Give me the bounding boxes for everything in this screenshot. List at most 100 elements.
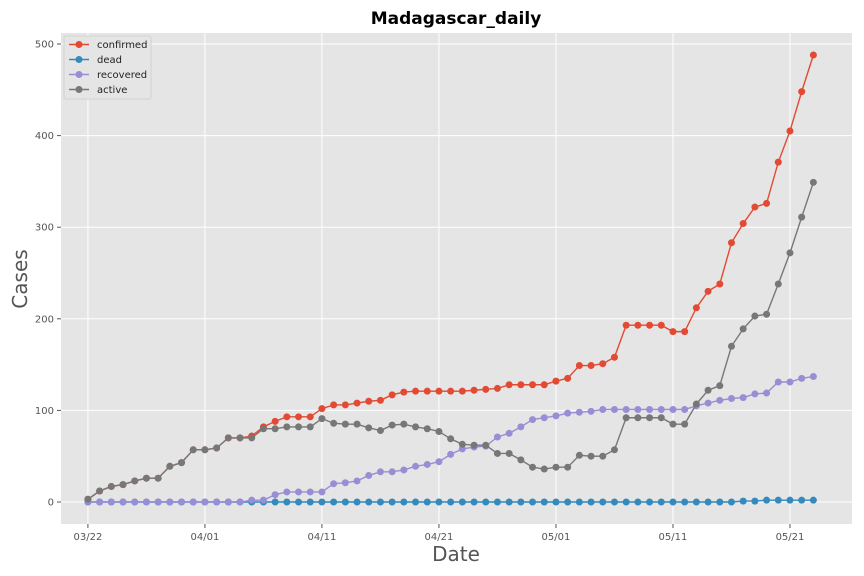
data-point-recovered xyxy=(318,488,326,496)
data-point-dead xyxy=(295,498,303,506)
data-point-active xyxy=(493,449,501,457)
x-tick-label: 05/01 xyxy=(542,532,571,543)
data-point-active xyxy=(248,434,256,442)
data-point-dead xyxy=(622,498,630,506)
data-point-recovered xyxy=(435,458,443,466)
series-recovered xyxy=(84,373,817,506)
data-point-confirmed xyxy=(751,203,759,211)
data-point-active xyxy=(763,310,771,318)
legend-marker-recovered xyxy=(75,71,83,78)
data-point-dead xyxy=(681,498,689,506)
data-point-dead xyxy=(341,498,349,506)
data-point-active xyxy=(540,465,548,473)
data-point-recovered xyxy=(213,498,221,506)
data-point-confirmed xyxy=(330,401,338,409)
data-point-active xyxy=(283,423,291,431)
data-point-recovered xyxy=(564,409,572,417)
data-point-active xyxy=(154,474,162,482)
data-point-recovered xyxy=(622,405,630,413)
legend-label-recovered: recovered xyxy=(97,70,147,81)
data-point-recovered xyxy=(704,399,712,407)
data-point-dead xyxy=(564,498,572,506)
data-point-recovered xyxy=(540,414,548,422)
data-point-dead xyxy=(646,498,654,506)
chart-title: Madagascar_daily xyxy=(371,9,542,29)
data-point-active xyxy=(400,420,408,428)
data-point-dead xyxy=(774,496,782,504)
data-point-dead xyxy=(727,498,735,506)
x-tick-label: 05/21 xyxy=(776,532,805,543)
data-point-recovered xyxy=(763,389,771,397)
data-point-active xyxy=(330,419,338,427)
data-point-recovered xyxy=(353,477,361,485)
data-point-confirmed xyxy=(447,387,455,395)
data-point-recovered xyxy=(786,378,794,386)
data-point-confirmed xyxy=(412,387,420,395)
data-point-recovered xyxy=(634,405,642,413)
data-point-active xyxy=(236,434,244,442)
data-point-recovered xyxy=(166,498,174,506)
data-point-confirmed xyxy=(669,328,677,336)
data-point-confirmed xyxy=(540,381,548,389)
data-point-active xyxy=(587,452,595,460)
data-point-recovered xyxy=(236,498,244,506)
data-point-active xyxy=(610,446,618,454)
data-point-recovered xyxy=(610,405,618,413)
data-point-dead xyxy=(400,498,408,506)
data-point-dead xyxy=(353,498,361,506)
data-point-confirmed xyxy=(470,386,478,394)
data-point-recovered xyxy=(306,488,314,496)
data-point-recovered xyxy=(809,373,817,381)
legend-marker-active xyxy=(75,86,83,93)
x-tick-label: 03/22 xyxy=(73,532,102,543)
data-point-confirmed xyxy=(681,328,689,336)
y-tick-label: 200 xyxy=(35,314,54,325)
data-point-dead xyxy=(505,498,513,506)
x-tick-label: 04/01 xyxy=(191,532,220,543)
data-point-active xyxy=(388,421,396,429)
data-point-dead xyxy=(798,496,806,504)
data-point-confirmed xyxy=(295,413,303,421)
data-point-dead xyxy=(318,498,326,506)
data-point-recovered xyxy=(189,498,197,506)
data-point-recovered xyxy=(376,468,384,476)
data-point-confirmed xyxy=(353,399,361,407)
y-tick-label: 100 xyxy=(35,406,54,417)
data-point-recovered xyxy=(271,491,279,499)
data-point-dead xyxy=(692,498,700,506)
data-point-dead xyxy=(552,498,560,506)
data-point-dead xyxy=(435,498,443,506)
data-point-dead xyxy=(599,498,607,506)
data-point-active xyxy=(213,444,221,452)
legend-marker-dead xyxy=(75,56,83,63)
data-point-recovered xyxy=(739,394,747,402)
data-point-confirmed xyxy=(318,405,326,413)
data-point-active xyxy=(131,477,139,485)
data-point-active xyxy=(646,414,654,422)
data-point-confirmed xyxy=(400,388,408,396)
data-point-recovered xyxy=(505,429,513,437)
data-point-recovered xyxy=(96,498,104,506)
y-tick-label: 0 xyxy=(48,498,54,509)
data-point-recovered xyxy=(774,378,782,386)
data-point-active xyxy=(295,423,303,431)
legend-box xyxy=(63,35,152,100)
data-point-recovered xyxy=(517,423,525,431)
data-point-active xyxy=(353,420,361,428)
data-point-active xyxy=(84,495,92,503)
data-point-dead xyxy=(447,498,455,506)
data-point-confirmed xyxy=(610,353,618,361)
data-point-dead xyxy=(540,498,548,506)
data-point-dead xyxy=(634,498,642,506)
data-point-confirmed xyxy=(306,413,314,421)
data-point-dead xyxy=(529,498,537,506)
data-point-confirmed xyxy=(493,384,501,392)
data-point-active xyxy=(178,459,186,467)
data-point-active xyxy=(271,425,279,433)
data-point-dead xyxy=(376,498,384,506)
data-point-active xyxy=(681,420,689,428)
data-point-dead xyxy=(423,498,431,506)
data-point-confirmed xyxy=(763,199,771,207)
data-point-confirmed xyxy=(739,220,747,228)
legend-label-confirmed: confirmed xyxy=(97,40,147,51)
